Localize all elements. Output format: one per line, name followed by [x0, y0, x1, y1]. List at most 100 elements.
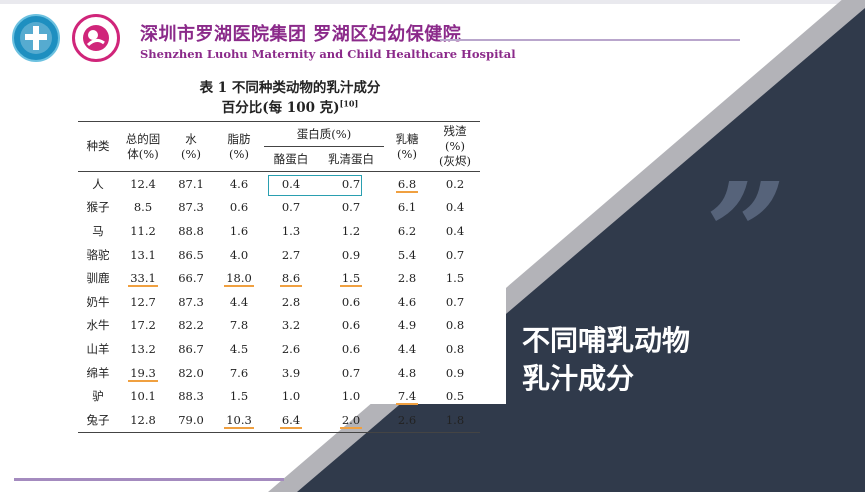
cell-species-value: 驴: [92, 389, 104, 404]
cell-casein: 2.8: [264, 290, 318, 314]
cell-fat-value: 4.6: [229, 176, 249, 191]
cell-whey: 0.6: [318, 337, 384, 361]
cell-casein: 2.6: [264, 337, 318, 361]
cell-fat: 0.6: [214, 196, 264, 220]
col-ash-l3: (灰烬): [439, 154, 471, 168]
cell-casein-value: 3.2: [281, 318, 301, 333]
cell-solids: 12.7: [118, 290, 168, 314]
cell-species: 猴子: [78, 196, 118, 220]
cell-species-value: 兔子: [86, 412, 110, 427]
col-fat-l1: 脂肪: [227, 131, 251, 146]
cell-solids: 33.1: [118, 266, 168, 290]
table-subtitle-text: 百分比(每 100 克): [221, 100, 340, 116]
cell-lactose-value: 4.4: [397, 341, 417, 356]
cell-solids-value: 19.3: [128, 365, 158, 382]
cell-whey-value: 0.7: [341, 200, 361, 215]
cell-fat: 1.6: [214, 219, 264, 243]
cell-water-value: 88.8: [178, 223, 204, 238]
cell-lactose: 4.9: [384, 314, 430, 338]
hospital-name-en: Shenzhen Luohu Maternity and Child Healt…: [140, 47, 516, 61]
cell-fat-value: 1.5: [229, 389, 249, 404]
cell-casein-value: 6.4: [279, 412, 303, 429]
cell-fat-value: 7.8: [229, 318, 249, 333]
col-solids-l2: 体(%): [127, 146, 159, 161]
cell-water: 88.8: [168, 219, 214, 243]
cell-species: 山羊: [78, 337, 118, 361]
table-row: 绵羊 19.3 82.0 7.6 3.9 0.7 4.8 0.9: [78, 361, 480, 385]
cell-water: 88.3: [168, 384, 214, 408]
cell-ash-value: 0.4: [445, 223, 465, 238]
table-row: 驴 10.1 88.3 1.5 1.0 1.0 7.4 0.5: [78, 384, 480, 408]
cell-whey-value: 1.2: [341, 223, 361, 238]
cell-solids-value: 33.1: [128, 271, 158, 288]
table-subtitle: 百分比(每 100 克)[10]: [74, 96, 506, 117]
cell-water: 87.3: [168, 196, 214, 220]
cell-ash: 0.2: [430, 172, 480, 196]
cell-solids: 12.8: [118, 408, 168, 432]
cell-lactose-value: 2.8: [397, 271, 417, 286]
cell-species: 驴: [78, 384, 118, 408]
cell-fat-value: 10.3: [224, 412, 254, 429]
cell-fat: 10.3: [214, 408, 264, 432]
cell-fat: 4.5: [214, 337, 264, 361]
col-water: 水 (%): [168, 121, 214, 172]
table-subtitle-ref: [10]: [339, 98, 359, 109]
col-solids: 总的固 体(%): [118, 121, 168, 172]
cell-whey: 2.0: [318, 408, 384, 432]
slide-title-line2: 乳汁成分: [522, 362, 635, 395]
col-water-l1: 水: [185, 131, 197, 146]
cell-lactose: 4.4: [384, 337, 430, 361]
cell-whey: 0.6: [318, 314, 384, 338]
col-fat: 脂肪 (%): [214, 121, 264, 172]
cell-fat-value: 4.4: [229, 294, 249, 309]
cell-water-value: 82.2: [178, 318, 204, 333]
cell-whey: 0.7: [318, 196, 384, 220]
cell-solids-value: 10.1: [130, 389, 156, 404]
cell-species: 奶牛: [78, 290, 118, 314]
hospital-name-cn: 深圳市罗湖医院集团 罗湖区妇幼保健院: [140, 24, 462, 45]
table-row: 驯鹿 33.1 66.7 18.0 8.6 1.5 2.8 1.5: [78, 266, 480, 290]
cell-lactose-value: 4.6: [397, 294, 417, 309]
cell-whey: 1.2: [318, 219, 384, 243]
cell-casein: 1.3: [264, 219, 318, 243]
cell-species: 兔子: [78, 408, 118, 432]
table-row: 奶牛 12.7 87.3 4.4 2.8 0.6 4.6 0.7: [78, 290, 480, 314]
cell-solids: 13.1: [118, 243, 168, 267]
cell-water: 66.7: [168, 266, 214, 290]
cell-species: 人: [78, 172, 118, 196]
cell-casein-value: 8.6: [279, 271, 303, 288]
cell-water: 86.5: [168, 243, 214, 267]
cell-whey-value: 0.6: [341, 318, 361, 333]
cell-solids-value: 12.8: [130, 412, 156, 427]
cell-water: 82.2: [168, 314, 214, 338]
top-border: [0, 0, 865, 4]
table-row: 水牛 17.2 82.2 7.8 3.2 0.6 4.9 0.8: [78, 314, 480, 338]
cell-species: 马: [78, 219, 118, 243]
cell-ash: 0.7: [430, 290, 480, 314]
cell-ash-value: 0.8: [445, 341, 465, 356]
col-lactose-l2: (%): [397, 146, 417, 161]
cell-species-value: 驯鹿: [86, 271, 110, 286]
cell-ash: 0.4: [430, 196, 480, 220]
cell-species: 驯鹿: [78, 266, 118, 290]
cell-ash-value: 0.7: [445, 247, 465, 262]
cell-fat-value: 4.0: [229, 247, 249, 262]
col-lactose: 乳糖 (%): [384, 121, 430, 172]
cell-lactose: 4.6: [384, 290, 430, 314]
cell-water: 79.0: [168, 408, 214, 432]
col-solids-l1: 总的固: [125, 131, 161, 146]
cell-whey-value: 1.0: [341, 389, 361, 404]
cell-solids: 13.2: [118, 337, 168, 361]
cell-lactose-value: 4.9: [397, 318, 417, 333]
cell-fat: 18.0: [214, 266, 264, 290]
cell-species: 骆驼: [78, 243, 118, 267]
cell-water: 87.1: [168, 172, 214, 196]
cell-water-value: 66.7: [178, 271, 204, 286]
cell-solids: 10.1: [118, 384, 168, 408]
table-row: 人 12.4 87.1 4.6 0.4 0.7 6.8 0.2: [78, 172, 480, 196]
cell-water-value: 87.1: [178, 176, 204, 191]
table-body: 人 12.4 87.1 4.6 0.4 0.7 6.8 0.2 猴子 8.5 87.3 0.6 0.7 0…: [78, 172, 480, 433]
table-row: 马 11.2 88.8 1.6 1.3 1.2 6.2 0.4: [78, 219, 480, 243]
cell-water: 82.0: [168, 361, 214, 385]
cell-lactose: 2.8: [384, 266, 430, 290]
